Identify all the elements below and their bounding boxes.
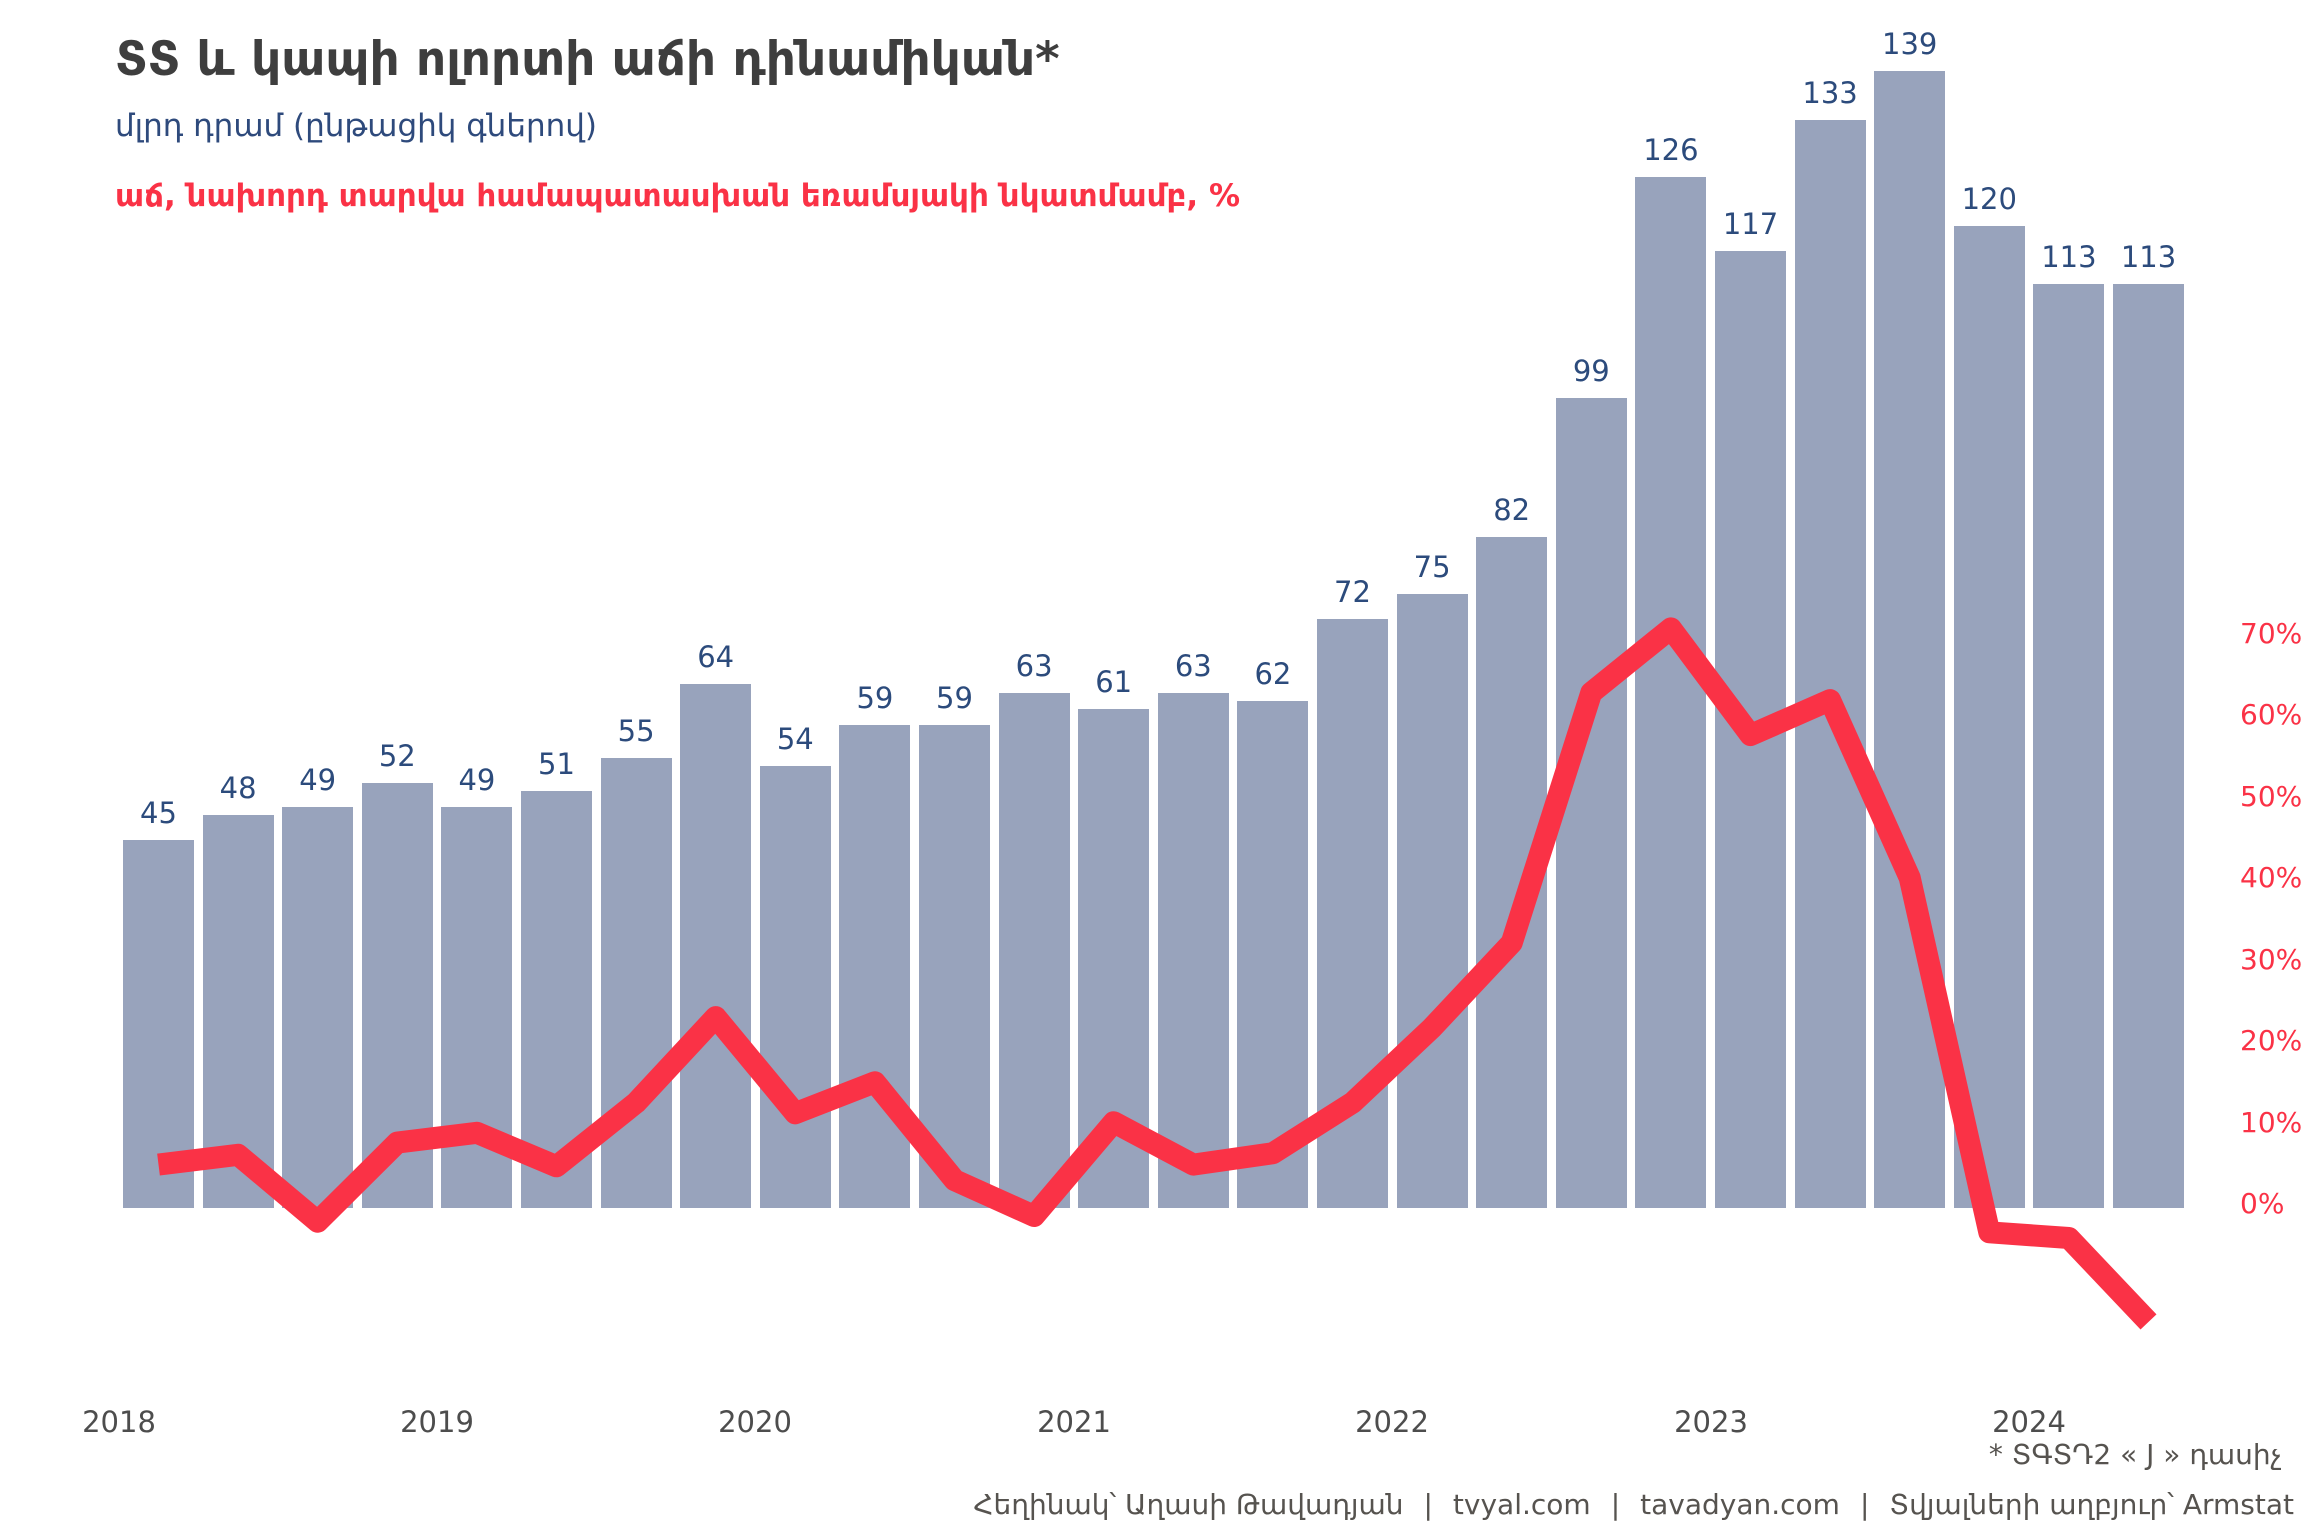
credits-separator: | bbox=[1610, 1488, 1621, 1521]
bar bbox=[282, 807, 354, 1208]
credits-line: Հեղինակ՝ Աղասի Թավադյան | tvyal.com | tavady… bbox=[973, 1488, 2294, 1521]
y-axis-tick-label: 0% bbox=[2240, 1187, 2285, 1220]
bar bbox=[998, 693, 1070, 1208]
bar-value-label: 62 bbox=[1254, 657, 1292, 691]
bar bbox=[1794, 120, 1866, 1208]
bar bbox=[521, 791, 592, 1208]
x-axis-year-label: 2023 bbox=[1674, 1405, 1748, 1439]
bar bbox=[2033, 284, 2105, 1208]
y-axis-tick-label: 60% bbox=[2240, 698, 2303, 731]
y-axis-tick-label: 40% bbox=[2240, 861, 2303, 894]
bar-value-label: 72 bbox=[1334, 575, 1371, 609]
bar bbox=[600, 758, 672, 1208]
footnote: * ՏԳՏԴ2 « J » դասիչ bbox=[1988, 1438, 2282, 1471]
line-series-caption: աճ, նախորդ տարվա համապատասխան եռամսյակի … bbox=[115, 178, 1241, 214]
bar-value-label: 54 bbox=[776, 722, 814, 756]
bar bbox=[123, 840, 194, 1208]
credits-separator: | bbox=[1859, 1488, 1870, 1521]
y-axis-tick-label: 20% bbox=[2240, 1024, 2303, 1057]
bar bbox=[1635, 177, 1707, 1208]
bar-value-label: 117 bbox=[1722, 207, 1779, 241]
bar bbox=[1157, 693, 1229, 1208]
bar-value-label: 75 bbox=[1413, 550, 1451, 584]
bar bbox=[1874, 71, 1946, 1208]
bar bbox=[1715, 251, 1786, 1208]
x-axis-year-label: 2024 bbox=[1992, 1405, 2066, 1439]
x-axis-year-label: 2019 bbox=[400, 1405, 474, 1439]
y-axis-tick-label: 10% bbox=[2240, 1106, 2303, 1139]
bar-value-label: 133 bbox=[1802, 76, 1858, 110]
y-axis-tick-label: 50% bbox=[2240, 780, 2303, 813]
x-axis-year-label: 2021 bbox=[1037, 1405, 1111, 1439]
bar bbox=[1953, 226, 2025, 1208]
page-title: ՏՏ և կապի ոլորտի աճի դինամիկան* bbox=[115, 32, 1060, 87]
bar bbox=[361, 783, 433, 1208]
bar-value-label: 51 bbox=[538, 747, 575, 781]
y-axis-tick-label: 30% bbox=[2240, 943, 2303, 976]
bar bbox=[202, 815, 274, 1208]
bar bbox=[1396, 594, 1468, 1208]
bar bbox=[1078, 709, 1150, 1208]
bar-value-label: 126 bbox=[1643, 133, 1699, 167]
credits-site1: tvyal.com bbox=[1452, 1488, 1591, 1521]
bar bbox=[919, 725, 990, 1208]
x-axis-year-label: 2018 bbox=[82, 1405, 156, 1439]
credits-source: Տվյալների աղբյուր՝ Armstat bbox=[1889, 1488, 2294, 1521]
bar-value-label: 55 bbox=[617, 714, 655, 748]
x-axis-year-label: 2022 bbox=[1355, 1405, 1429, 1439]
x-axis-year-label: 2020 bbox=[718, 1405, 792, 1439]
bar bbox=[680, 684, 752, 1208]
credits-author: Հեղինակ՝ Աղասի Թավադյան bbox=[973, 1488, 1404, 1521]
bar-value-label: 82 bbox=[1493, 493, 1531, 527]
bar bbox=[759, 766, 831, 1208]
bar-value-label: 59 bbox=[936, 681, 973, 715]
bar bbox=[839, 725, 911, 1208]
bar bbox=[1476, 537, 1548, 1208]
bar bbox=[441, 807, 513, 1208]
bar-value-label: 139 bbox=[1882, 27, 1938, 61]
bar-value-label: 120 bbox=[1961, 182, 2017, 216]
bar bbox=[1237, 701, 1309, 1208]
bar-value-label: 113 bbox=[2120, 240, 2177, 274]
bar bbox=[2113, 284, 2184, 1208]
bar-value-label: 64 bbox=[697, 640, 735, 674]
y-axis-tick-label: 70% bbox=[2240, 617, 2303, 650]
bar-value-label: 99 bbox=[1572, 354, 1610, 388]
bar bbox=[1555, 398, 1627, 1208]
credits-site2: tavadyan.com bbox=[1640, 1488, 1840, 1521]
bar-series-subtitle: մլրդ դրամ (ընթացիկ գներով) bbox=[115, 108, 597, 144]
bar-value-label: 113 bbox=[2041, 240, 2097, 274]
bar bbox=[1317, 619, 1388, 1208]
credits-separator: | bbox=[1423, 1488, 1433, 1521]
